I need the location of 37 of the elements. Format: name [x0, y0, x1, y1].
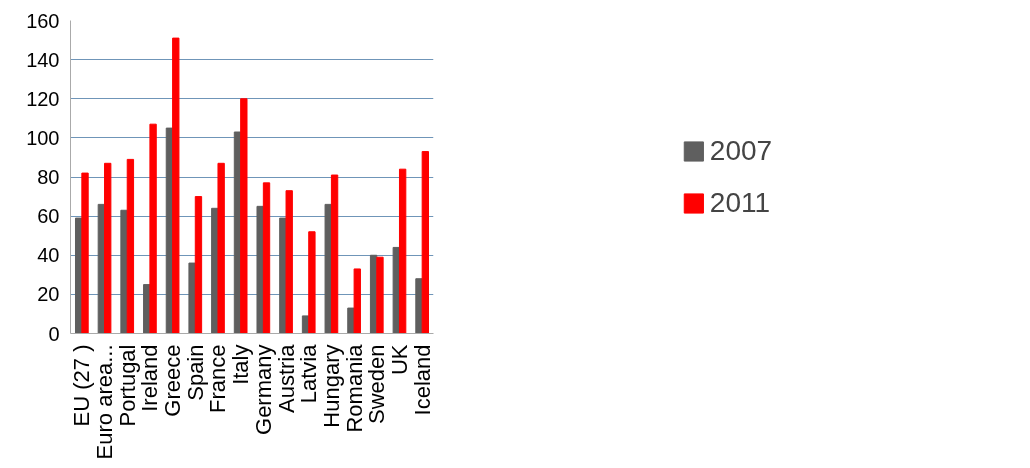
x-tick-label: EU (27 ) [69, 344, 95, 427]
y-tick-label: 120 [26, 87, 60, 110]
x-tick-label: Italy [228, 344, 254, 385]
bar [421, 151, 430, 334]
y-tick-label: 40 [37, 244, 60, 267]
bar [188, 262, 196, 334]
y-tick-label: 20 [37, 283, 60, 306]
bar [330, 174, 339, 334]
bar [217, 162, 225, 334]
bar [240, 98, 248, 334]
bar [81, 172, 89, 334]
y-tick-label: 80 [37, 166, 60, 188]
bar [308, 231, 316, 334]
bar [285, 190, 293, 334]
bar [256, 205, 264, 334]
y-tick-label: 100 [26, 126, 60, 149]
bar [262, 182, 271, 334]
bar [194, 196, 203, 334]
x-tick-label: Portugal [114, 344, 140, 427]
bar [376, 256, 384, 334]
bar [392, 246, 400, 334]
y-tick-label: 0 [48, 322, 60, 345]
bar [353, 268, 361, 334]
bar [104, 162, 112, 334]
bar [398, 168, 407, 334]
bar [324, 203, 332, 334]
legend-label: 2011 [709, 186, 771, 219]
y-tick-label: 140 [26, 48, 60, 71]
bar [120, 209, 128, 334]
x-tick-label: Iceland [409, 344, 435, 416]
bar [415, 278, 423, 334]
bar [149, 123, 157, 334]
bar [126, 158, 135, 334]
bar [172, 37, 180, 334]
y-tick-label: 160 [26, 9, 60, 32]
y-tick-label: 60 [37, 205, 60, 228]
legend-label: 2007 [709, 134, 773, 167]
